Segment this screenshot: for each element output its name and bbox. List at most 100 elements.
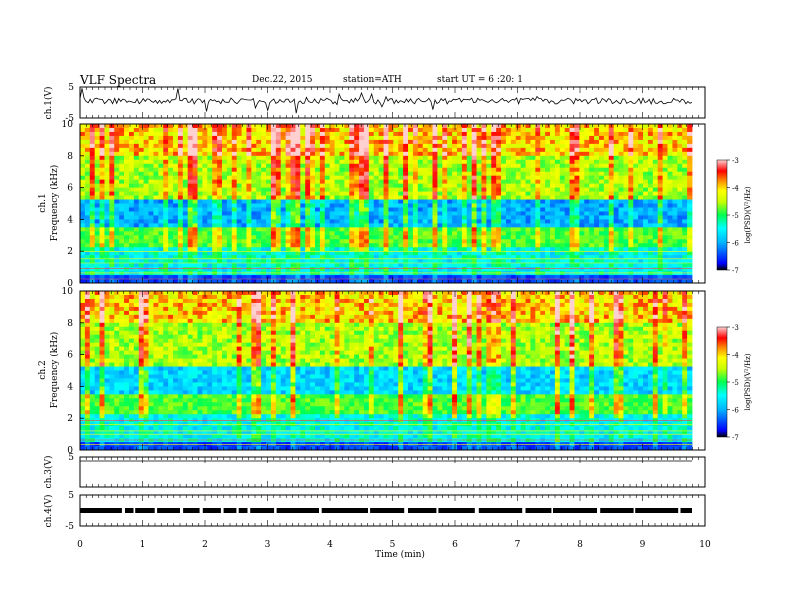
- spectrogram-cell: [285, 239, 291, 244]
- spectrogram-cell: [354, 227, 360, 232]
- spectrogram-cell: [109, 263, 115, 268]
- spectrogram-cell: [310, 159, 316, 165]
- spectrogram-cell: [643, 183, 649, 189]
- spectrogram-cell: [99, 223, 105, 228]
- spectrogram-cell: [682, 139, 688, 145]
- spectrogram-cell: [594, 231, 600, 236]
- spectrogram-cell: [442, 215, 448, 220]
- spectrogram-cell: [417, 275, 424, 280]
- spectrogram-cell: [501, 263, 507, 268]
- spectrogram-cell: [422, 219, 429, 224]
- spectrogram-cell: [491, 175, 497, 181]
- spectrogram-cell: [104, 195, 110, 200]
- spectrogram-cell: [329, 267, 335, 272]
- spectrogram-cell: [486, 147, 492, 153]
- spectrogram-cell: [329, 171, 335, 177]
- spectrogram-cell: [334, 219, 340, 224]
- spectrogram-cell: [89, 219, 96, 224]
- spectrogram-cell: [432, 175, 438, 181]
- spectrogram-cell: [682, 267, 688, 272]
- spectrogram-cell: [187, 271, 194, 276]
- spectrogram-cell: [437, 247, 443, 252]
- spectrogram-cell: [197, 271, 203, 276]
- spectrogram-cell: [373, 147, 380, 153]
- spectrogram-cell: [574, 263, 580, 268]
- spectrogram-cell: [368, 231, 375, 236]
- spectrogram-cell: [295, 271, 301, 276]
- spectrogram-cell: [594, 171, 600, 177]
- spectrogram-cell: [672, 207, 678, 212]
- spectrogram-cell: [447, 159, 453, 165]
- spectrogram-cell: [520, 215, 526, 220]
- spectrogram-cell: [231, 239, 238, 244]
- spectrogram-cell: [373, 231, 380, 236]
- spectrogram-cell: [471, 147, 477, 153]
- spectrogram-cell: [334, 275, 340, 280]
- spectrogram-cell: [99, 159, 105, 165]
- spectrogram-cell: [158, 167, 164, 173]
- spectrogram-cell: [241, 247, 247, 252]
- spectrogram-cell: [275, 239, 282, 244]
- spectrogram-cell: [128, 243, 135, 248]
- spectrogram-cell: [373, 131, 380, 137]
- spectrogram-cell: [466, 195, 473, 200]
- spectrogram-cell: [300, 195, 306, 200]
- spectrogram-cell: [339, 199, 345, 204]
- spectrogram-cell: [261, 124, 267, 129]
- spectrogram-cell: [554, 263, 561, 268]
- spectrogram-cell: [452, 135, 458, 141]
- spectrogram-cell: [481, 195, 487, 200]
- spectrogram-cell: [525, 163, 531, 169]
- spectrogram-cell: [442, 124, 448, 129]
- spectrogram-cell: [393, 163, 399, 169]
- spectrogram-cell: [300, 211, 306, 216]
- spectrogram-cell: [388, 271, 394, 276]
- spectrogram-cell: [256, 219, 262, 224]
- spectrogram-cell: [461, 175, 468, 181]
- spectrogram-cell: [319, 191, 326, 196]
- spectrogram-cell: [505, 251, 512, 256]
- spectrogram-cell: [598, 219, 605, 224]
- spectrogram-cell: [598, 155, 605, 161]
- spectrogram-cell: [584, 191, 590, 196]
- spectrogram-cell: [285, 263, 291, 268]
- spectrogram-cell: [212, 151, 218, 157]
- spectrogram-cell: [613, 151, 619, 157]
- spectrogram-cell: [481, 167, 487, 173]
- spectrogram-cell: [525, 263, 531, 268]
- spectrogram-cell: [163, 159, 169, 165]
- spectrogram-cell: [202, 227, 208, 232]
- spectrogram-cell: [256, 199, 262, 204]
- spectrogram-cell: [412, 227, 419, 232]
- spectrogram-cell: [417, 151, 424, 157]
- spectrogram-cell: [251, 187, 257, 192]
- spectrogram-cell: [540, 131, 546, 137]
- spectrogram-cell: [163, 243, 169, 248]
- spectrogram-cell: [598, 243, 605, 248]
- spectrogram-cell: [158, 163, 164, 169]
- spectrogram-cell: [564, 247, 570, 252]
- spectrogram-cell: [104, 263, 110, 268]
- spectrogram-cell: [652, 151, 659, 157]
- spectrogram-cell: [315, 179, 321, 185]
- spectrogram-cell: [525, 279, 531, 284]
- spectrogram-cell: [589, 195, 595, 200]
- spectrogram-cell: [295, 207, 301, 212]
- spectrogram-cell: [138, 135, 145, 141]
- spectrogram-cell: [187, 255, 194, 260]
- spectrogram-cell: [672, 259, 678, 264]
- spectrogram-cell: [329, 275, 335, 280]
- spectrogram-cell: [363, 255, 370, 260]
- spectrogram-cell: [579, 219, 585, 224]
- spectrogram-cell: [388, 191, 394, 196]
- spectrogram-cell: [471, 219, 477, 224]
- spectrogram-cell: [628, 251, 634, 256]
- spectrogram-cell: [417, 279, 424, 284]
- spectrogram-cell: [505, 167, 512, 173]
- spectrogram-cell: [515, 187, 522, 192]
- spectrogram-cell: [202, 139, 208, 145]
- spectrogram-cell: [236, 195, 242, 200]
- spectrogram-cell: [256, 203, 262, 208]
- spectrogram-cell: [510, 155, 517, 161]
- spectrogram-cell: [148, 227, 154, 232]
